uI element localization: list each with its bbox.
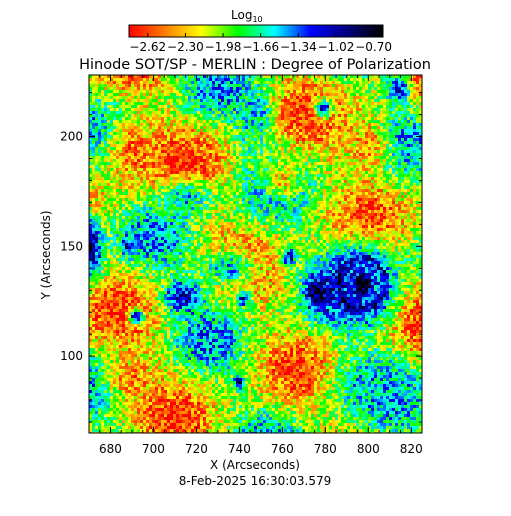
y-tick-label: 200 (60, 129, 83, 143)
colorbar-tick-label: −1.02 (318, 40, 355, 54)
x-axis-label: X (Arcseconds) (210, 458, 300, 472)
x-tick-label: 820 (400, 442, 423, 456)
timestamp: 8-Feb-2025 16:30:03.579 (179, 474, 332, 488)
y-tick-label: 150 (60, 239, 83, 253)
chart-title: Hinode SOT/SP - MERLIN : Degree of Polar… (79, 57, 431, 73)
x-tick-label: 740 (228, 442, 251, 456)
x-tick-label: 780 (314, 442, 337, 456)
x-tick-label: 700 (142, 442, 165, 456)
colorbar-gradient (129, 25, 383, 37)
colorbar-tick-label: −1.66 (242, 40, 279, 54)
colorbar-tick-label: −1.98 (205, 40, 242, 54)
polarization-map (89, 75, 422, 435)
colorbar-label: Log10 (231, 8, 263, 24)
colorbar-tick-label: −0.70 (355, 40, 392, 54)
colorbar (129, 25, 383, 37)
x-tick-label: 680 (99, 442, 122, 456)
x-tick-label: 720 (185, 442, 208, 456)
x-tick-label: 760 (271, 442, 294, 456)
x-tick-label: 800 (357, 442, 380, 456)
colorbar-tick-label: −1.34 (280, 40, 317, 54)
colorbar-tick-label: −2.30 (167, 40, 204, 54)
y-axis-label: Y (Arcseconds) (39, 210, 53, 300)
colorbar-tick-label: −2.62 (129, 40, 166, 54)
y-tick-label: 100 (60, 349, 83, 363)
